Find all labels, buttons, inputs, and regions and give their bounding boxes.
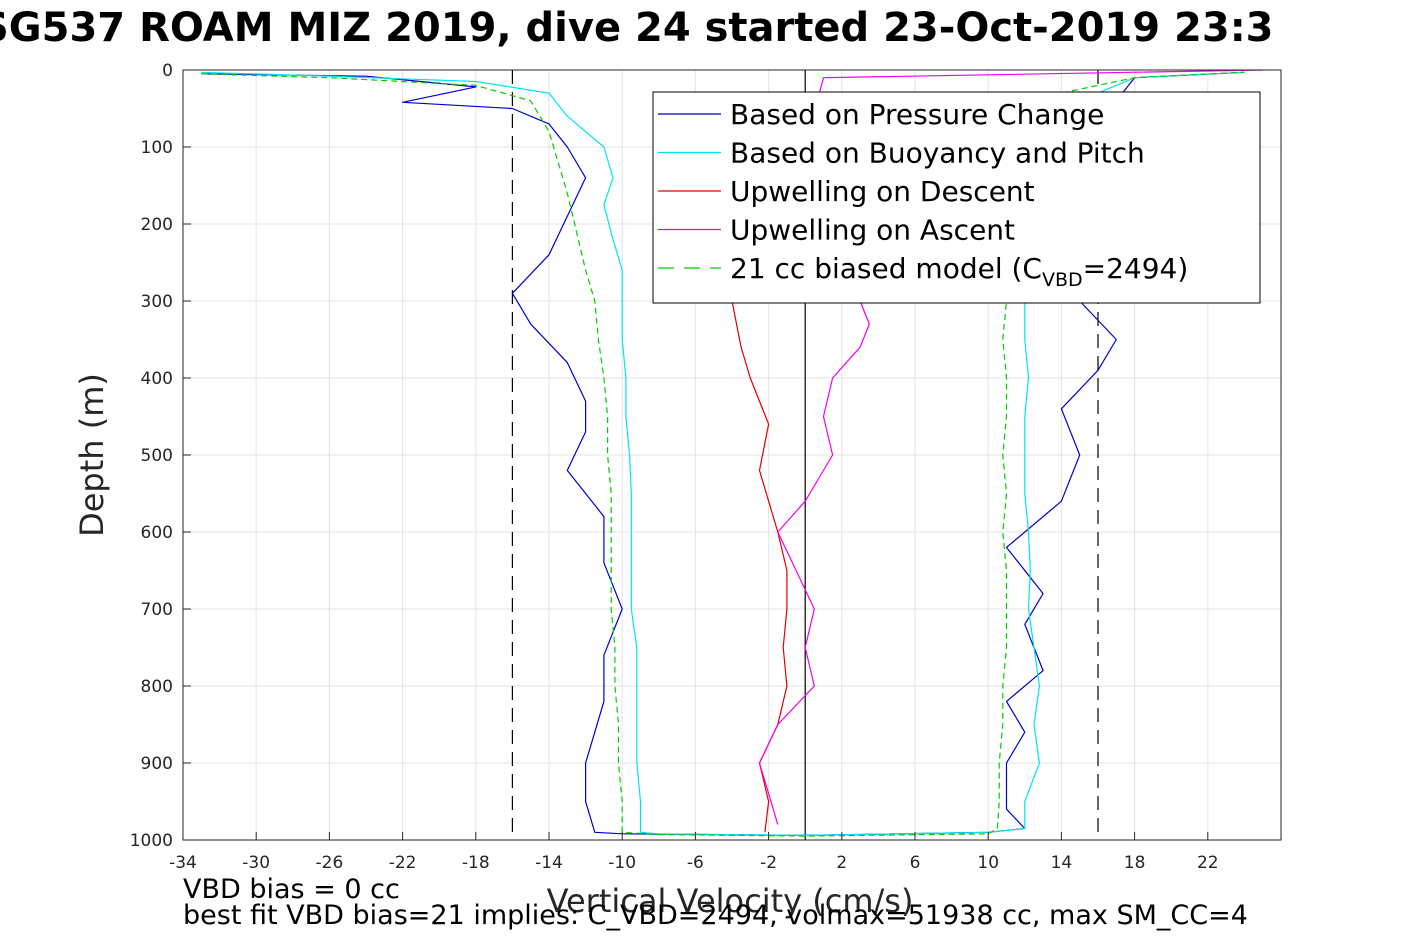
x-tick-label: 14 xyxy=(1051,853,1073,873)
x-tick-label: -10 xyxy=(608,853,636,873)
x-tick-label: 2 xyxy=(836,853,847,873)
x-tick-label: 18 xyxy=(1124,853,1146,873)
series-line xyxy=(201,71,659,835)
y-tick-label: 800 xyxy=(141,677,173,697)
series-line xyxy=(658,71,1245,837)
x-tick-label: -2 xyxy=(760,853,777,873)
legend-label: Upwelling on Ascent xyxy=(730,214,1015,247)
x-tick-label: -34 xyxy=(169,853,197,873)
series-line xyxy=(201,73,623,835)
legend: Based on Pressure Change Based on Buoyanc… xyxy=(652,91,1261,304)
y-tick-label: 900 xyxy=(141,754,173,774)
y-tick-label: 100 xyxy=(141,138,173,158)
y-tick-label: 400 xyxy=(141,369,173,389)
x-tick-label: -30 xyxy=(242,853,270,873)
x-tick-label: 10 xyxy=(977,853,999,873)
legend-label: Upwelling on Descent xyxy=(730,175,1035,208)
y-tick-label: 500 xyxy=(141,446,173,466)
vbd-bias-note: VBD bias = 0 cc xyxy=(183,874,400,905)
x-tick-label: -22 xyxy=(389,853,417,873)
y-tick-label: 700 xyxy=(141,600,173,620)
legend-label: Based on Buoyancy and Pitch xyxy=(730,137,1145,170)
y-axis-label: Depth (m) xyxy=(73,373,111,537)
y-tick-label: 1000 xyxy=(130,831,173,851)
y-tick-label: 200 xyxy=(141,215,173,235)
y-tick-label: 0 xyxy=(162,61,173,81)
x-tick-label: -14 xyxy=(535,853,563,873)
x-tick-label: 22 xyxy=(1197,853,1219,873)
chart-title: SG537 ROAM MIZ 2019, dive 24 started 23-… xyxy=(0,5,1274,51)
legend-label: 21 cc biased model (CVBD=2494) xyxy=(730,252,1188,291)
x-tick-label: -6 xyxy=(687,853,704,873)
x-tick-label: -18 xyxy=(462,853,490,873)
x-tick-label: -26 xyxy=(316,853,344,873)
y-tick-label: 300 xyxy=(141,292,173,312)
x-axis-label: Vertical Velocity (cm/s) xyxy=(547,882,914,920)
y-tick-label: 600 xyxy=(141,523,173,543)
x-tick-label: 6 xyxy=(910,853,921,873)
y-tick-labels: 0 100 200 300 400 500 600 700 800 900 1000 xyxy=(130,61,191,851)
series-line xyxy=(201,73,659,836)
legend-label: Based on Pressure Change xyxy=(730,98,1104,131)
best-fit-note: best fit VBD bias=21 implies: C_VBD=2494… xyxy=(183,900,1248,931)
x-tick-labels: -34 -30 -26 -22 -18 -14 -10 -6 -2 2 6 10 14 18 22 xyxy=(169,832,1219,873)
legend-box xyxy=(652,91,1261,304)
